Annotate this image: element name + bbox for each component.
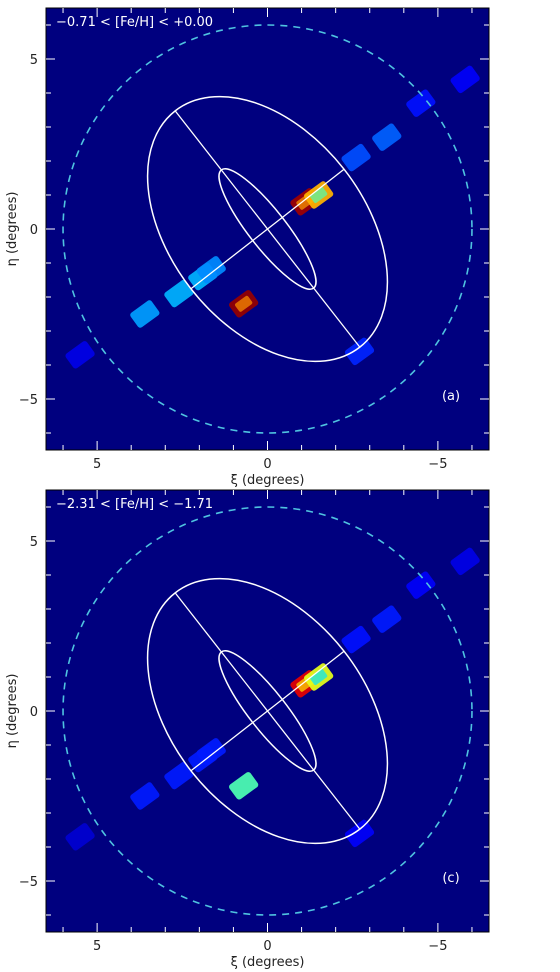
inner-ellipse <box>218 168 317 290</box>
survey-field-8 <box>303 663 334 691</box>
survey-field-3 <box>164 761 194 790</box>
y-tick-label: 0 <box>30 223 38 238</box>
chart-panel-1: 5 0 −5 5 0 −5 ξ (degrees) η (degrees) −0.71 < [F… <box>5 7 490 488</box>
survey-field-1 <box>65 823 95 851</box>
survey-field-6 <box>229 290 259 318</box>
x-tick-label: 0 <box>263 457 271 472</box>
metallicity-range-label: −2.31 < [Fe/H] < −1.71 <box>56 497 213 512</box>
survey-field-11 <box>372 605 402 633</box>
y-tick-label: −5 <box>19 393 38 408</box>
x-tick-label: 0 <box>263 939 271 954</box>
y-tick-label: 5 <box>30 535 38 550</box>
x-tick-label: 5 <box>93 457 101 472</box>
survey-field-13 <box>450 65 480 94</box>
x-axis-label: ξ (degrees) <box>231 955 305 970</box>
axis-ticks <box>46 8 489 450</box>
y-axis-label: η (degrees) <box>5 674 20 749</box>
panel-label: (c) <box>442 871 459 886</box>
y-tick-label: −5 <box>19 875 38 890</box>
survey-field-9 <box>344 337 375 366</box>
survey-field-1 <box>65 341 95 369</box>
x-tick-label: 5 <box>93 939 101 954</box>
y-tick-label: 0 <box>30 705 38 720</box>
plot-area <box>62 506 480 916</box>
survey-field-5 <box>196 256 226 284</box>
x-tick-label: −5 <box>428 939 447 954</box>
chart-panel-2: 5 0 −5 5 0 −5 ξ (degrees) η (degrees) −2.31 < [F… <box>5 489 490 970</box>
survey-field-10 <box>341 143 371 172</box>
survey-field-12 <box>406 571 436 599</box>
survey-field-11 <box>372 123 402 151</box>
survey-field-12 <box>406 89 436 117</box>
metallicity-range-label: −0.71 < [Fe/H] < +0.00 <box>56 15 213 30</box>
x-axis-label: ξ (degrees) <box>231 473 305 488</box>
survey-field-2 <box>130 782 160 810</box>
survey-field-5 <box>196 738 226 766</box>
survey-field-6 <box>229 772 259 800</box>
inner-ellipse <box>218 650 317 772</box>
y-tick-label: 5 <box>30 53 38 68</box>
survey-field-9 <box>344 819 375 848</box>
y-axis-label: η (degrees) <box>5 192 20 267</box>
axis-ticks <box>46 490 489 932</box>
survey-field-8 <box>303 181 334 209</box>
minor-axis-line <box>190 168 345 290</box>
survey-field-10 <box>341 625 371 654</box>
survey-field-2 <box>130 300 160 328</box>
survey-field-13 <box>450 547 480 576</box>
minor-axis-line <box>190 650 345 772</box>
survey-boundary-circle <box>62 506 473 916</box>
panel-label: (a) <box>442 389 460 404</box>
plot-area <box>62 24 480 434</box>
survey-field-3 <box>164 279 194 308</box>
x-tick-label: −5 <box>428 457 447 472</box>
survey-boundary-circle <box>62 24 473 434</box>
